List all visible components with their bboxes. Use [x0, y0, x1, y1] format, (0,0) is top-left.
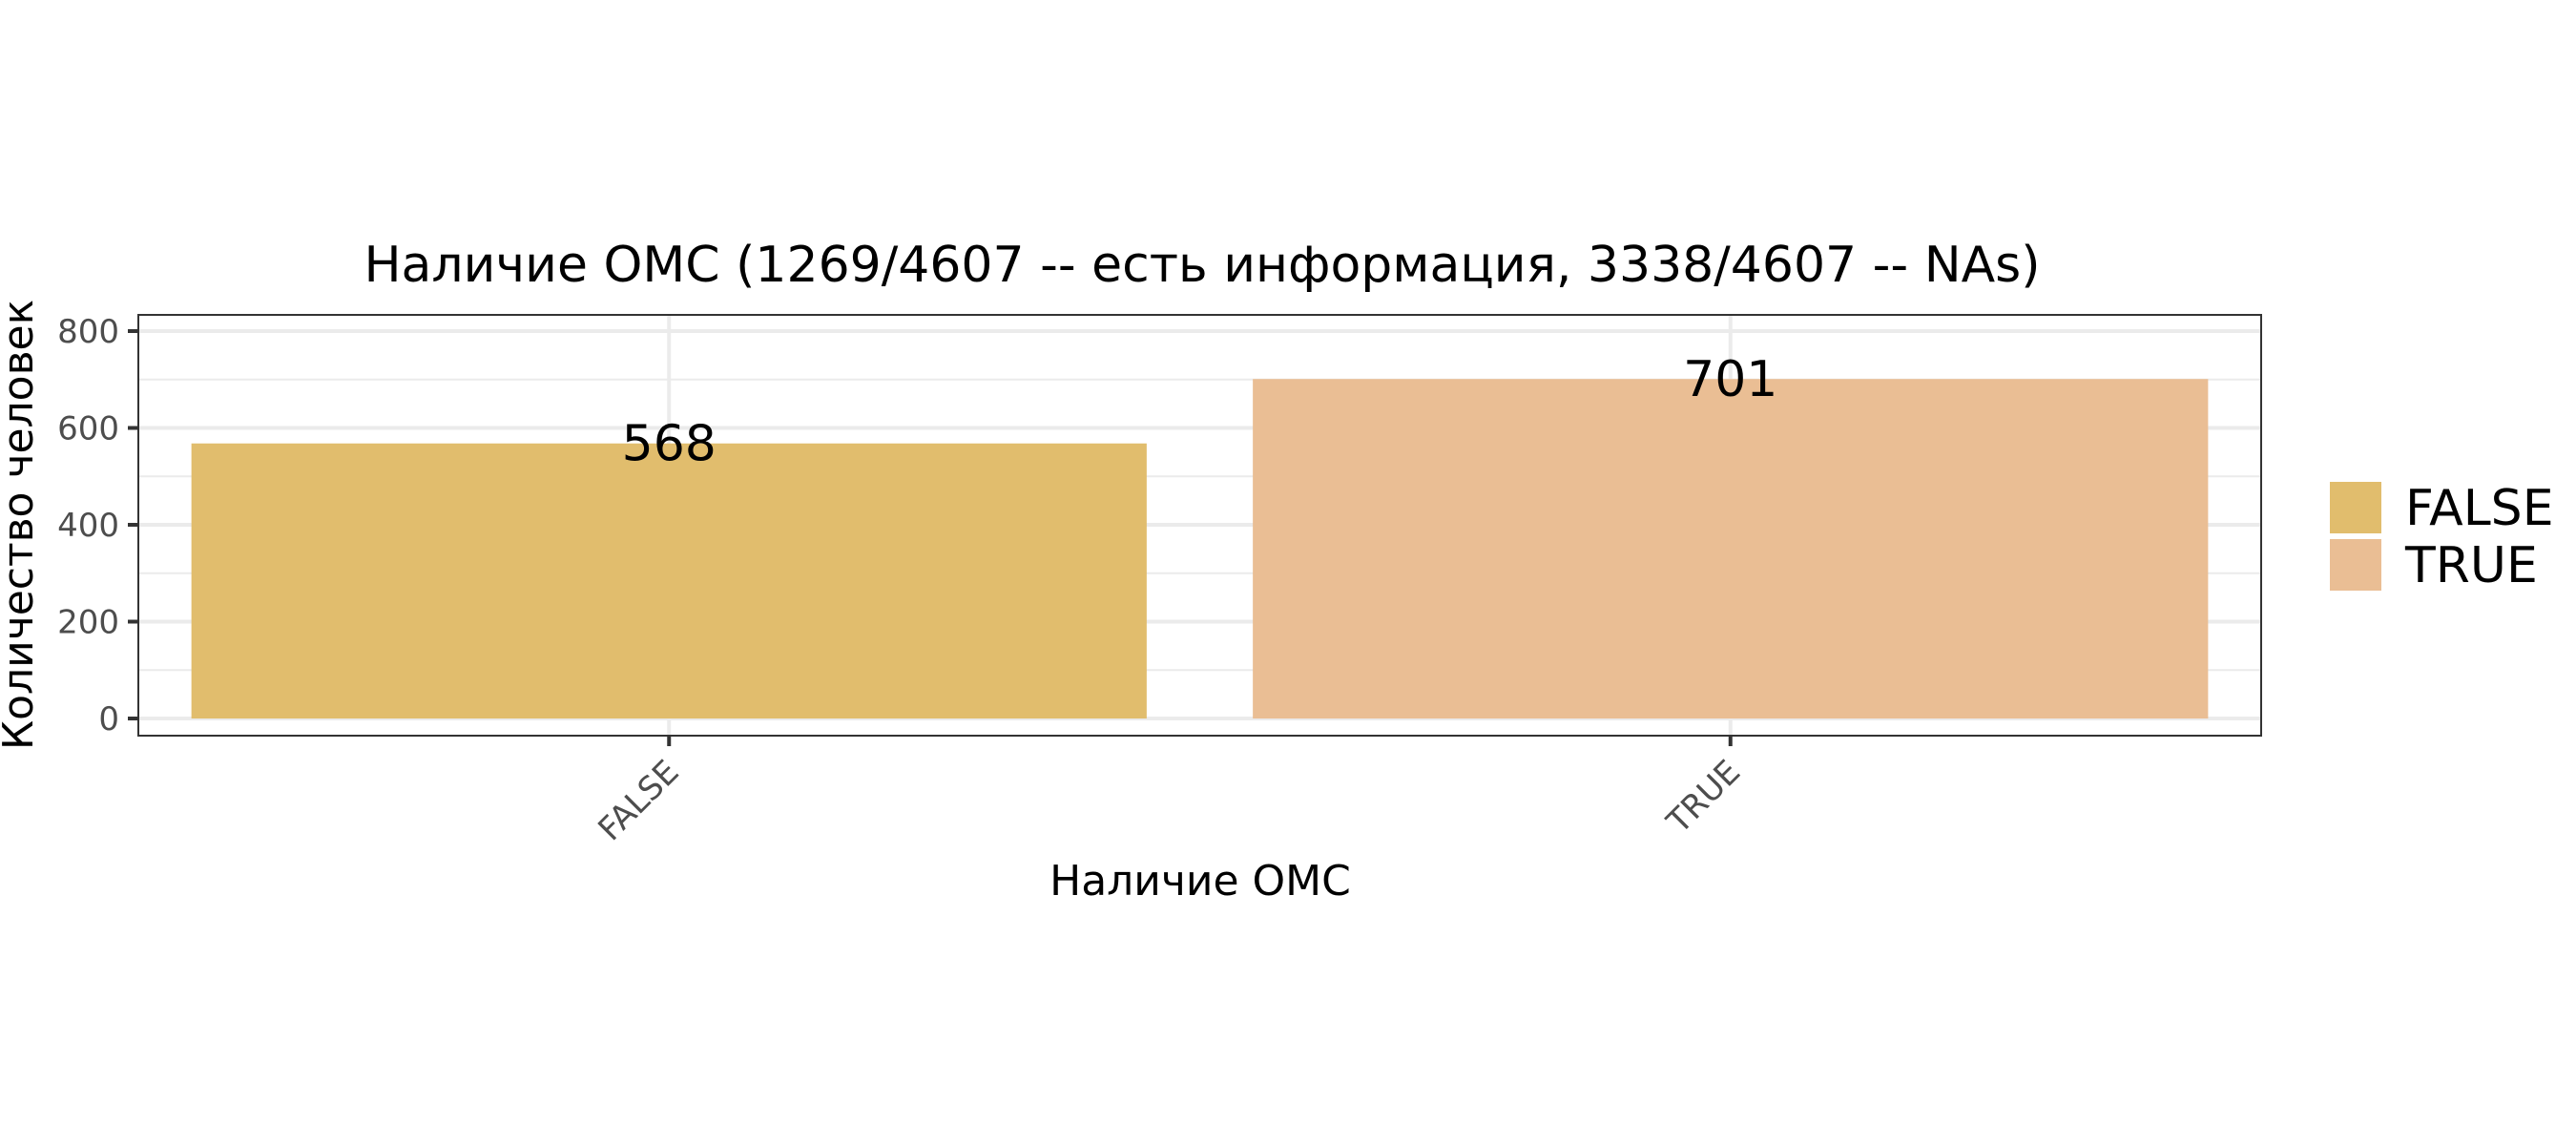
bar-true [1253, 379, 2209, 718]
legend-key-false [2330, 482, 2381, 533]
plot-panel: 568 701 [137, 314, 2262, 737]
bar-label-true: 701 [1683, 351, 1777, 408]
y-tick-label: 0 [98, 700, 119, 739]
legend-label-false: FALSE [2405, 480, 2554, 537]
y-tick-label: 200 [57, 604, 119, 642]
x-tick-label-true: TRUE [1659, 753, 1748, 842]
bar-value-labels: 568 701 [622, 351, 1778, 472]
y-tick-label: 800 [57, 313, 119, 351]
y-axis: 0 200 400 600 800 [57, 313, 138, 739]
bars [191, 379, 2209, 718]
y-axis-title: Количество человек [0, 300, 43, 750]
bar-false [191, 443, 1147, 718]
legend-label-true: TRUE [2404, 537, 2538, 594]
legend-key-true [2330, 539, 2381, 591]
y-tick-label: 400 [57, 507, 119, 545]
y-tick-label: 600 [57, 410, 119, 448]
x-tick-label-false: FALSE [591, 753, 686, 848]
x-axis: FALSE TRUE [591, 736, 1748, 848]
chart-title: Наличие ОМС (1269/4607 -- есть информаци… [364, 237, 2040, 294]
bar-label-false: 568 [622, 416, 717, 473]
x-axis-title: Наличие ОМС [1049, 857, 1351, 906]
